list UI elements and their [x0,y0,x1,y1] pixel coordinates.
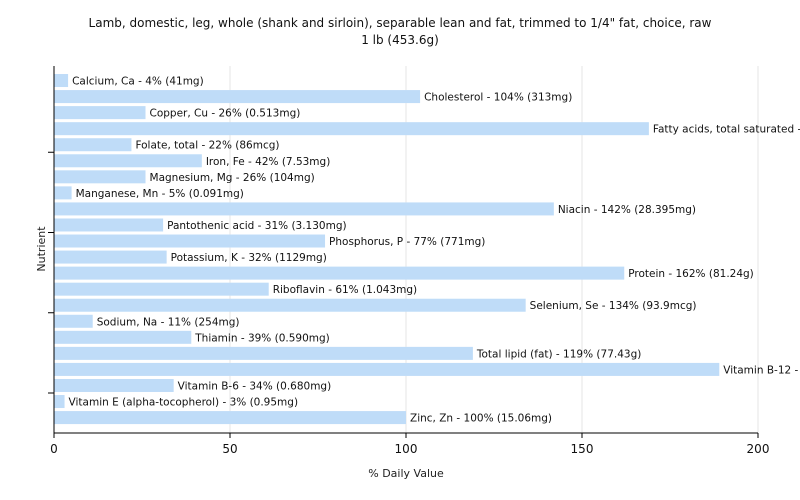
bar-label: Thiamin - 39% (0.590mg) [194,332,330,344]
bar [54,122,649,136]
bar-label: Potassium, K - 32% (1129mg) [171,252,327,264]
bar [54,186,72,200]
bar-label: Copper, Cu - 26% (0.513mg) [150,108,301,120]
x-tick-label: 100 [395,442,418,456]
bar-label: Iron, Fe - 42% (7.53mg) [206,156,330,168]
bar [54,138,132,152]
bar-label: Calcium, Ca - 4% (41mg) [72,76,204,88]
bar [54,154,202,168]
bar [54,218,164,232]
bar [54,74,69,88]
bar-labels: Calcium, Ca - 4% (41mg) Cholesterol - 104… [69,76,800,425]
bar [54,266,625,280]
bar-label: Sodium, Na - 11% (254mg) [97,316,240,328]
bar-label: Vitamin B-12 - 189% (11.34mcg) [723,364,800,376]
y-axis-ticks [48,151,54,394]
x-tick-label: 50 [222,442,237,456]
x-tick-label: 150 [571,442,594,456]
bar-label: Selenium, Se - 134% (93.9mcg) [530,300,697,312]
bar-label: Vitamin E (alpha-tocopherol) - 3% (0.95m… [69,397,299,409]
bar [54,282,269,296]
bar-label: Niacin - 142% (28.395mg) [558,204,696,216]
bar-label: Pantothenic acid - 31% (3.130mg) [167,220,346,232]
bar-label: Protein - 162% (81.24g) [628,268,754,280]
chart-subtitle: 1 lb (453.6g) [361,33,439,47]
bar [54,411,406,425]
bar-label: Folate, total - 22% (86mcg) [135,140,279,152]
bar [54,330,192,344]
bar [54,378,174,392]
x-axis-label: % Daily Value [368,467,444,480]
bar-label: Magnesium, Mg - 26% (104mg) [150,172,315,184]
bar-label: Phosphorus, P - 77% (771mg) [329,236,485,248]
bar [54,362,720,376]
bar [54,250,167,264]
bar-label: Vitamin B-6 - 34% (0.680mg) [178,380,332,392]
bar-label: Cholesterol - 104% (313mg) [424,92,572,104]
grid-lines [229,66,759,433]
bar-label: Manganese, Mn - 5% (0.091mg) [76,188,244,200]
x-tick-label: 0 [50,442,58,456]
bar [54,346,473,360]
bar-label: Riboflavin - 61% (1.043mg) [273,284,417,296]
bar-label: Fatty acids, total saturated - 169% (33.… [653,124,800,136]
chart-title: Lamb, domestic, leg, whole (shank and si… [89,16,712,30]
bar [54,90,421,104]
bar [54,170,146,184]
bar [54,395,65,409]
y-axis-label: Nutrient [35,226,48,272]
x-axis-ticks: 0 50 100 150 200 [50,433,769,456]
bar [54,314,93,328]
bar-label: Zinc, Zn - 100% (15.06mg) [410,413,552,425]
bar [54,202,554,216]
bar [54,298,526,312]
bar-label: Total lipid (fat) - 119% (77.43g) [476,348,641,360]
bar [54,234,326,248]
bar [54,106,146,120]
x-tick-label: 200 [747,442,770,456]
bars [54,74,720,425]
